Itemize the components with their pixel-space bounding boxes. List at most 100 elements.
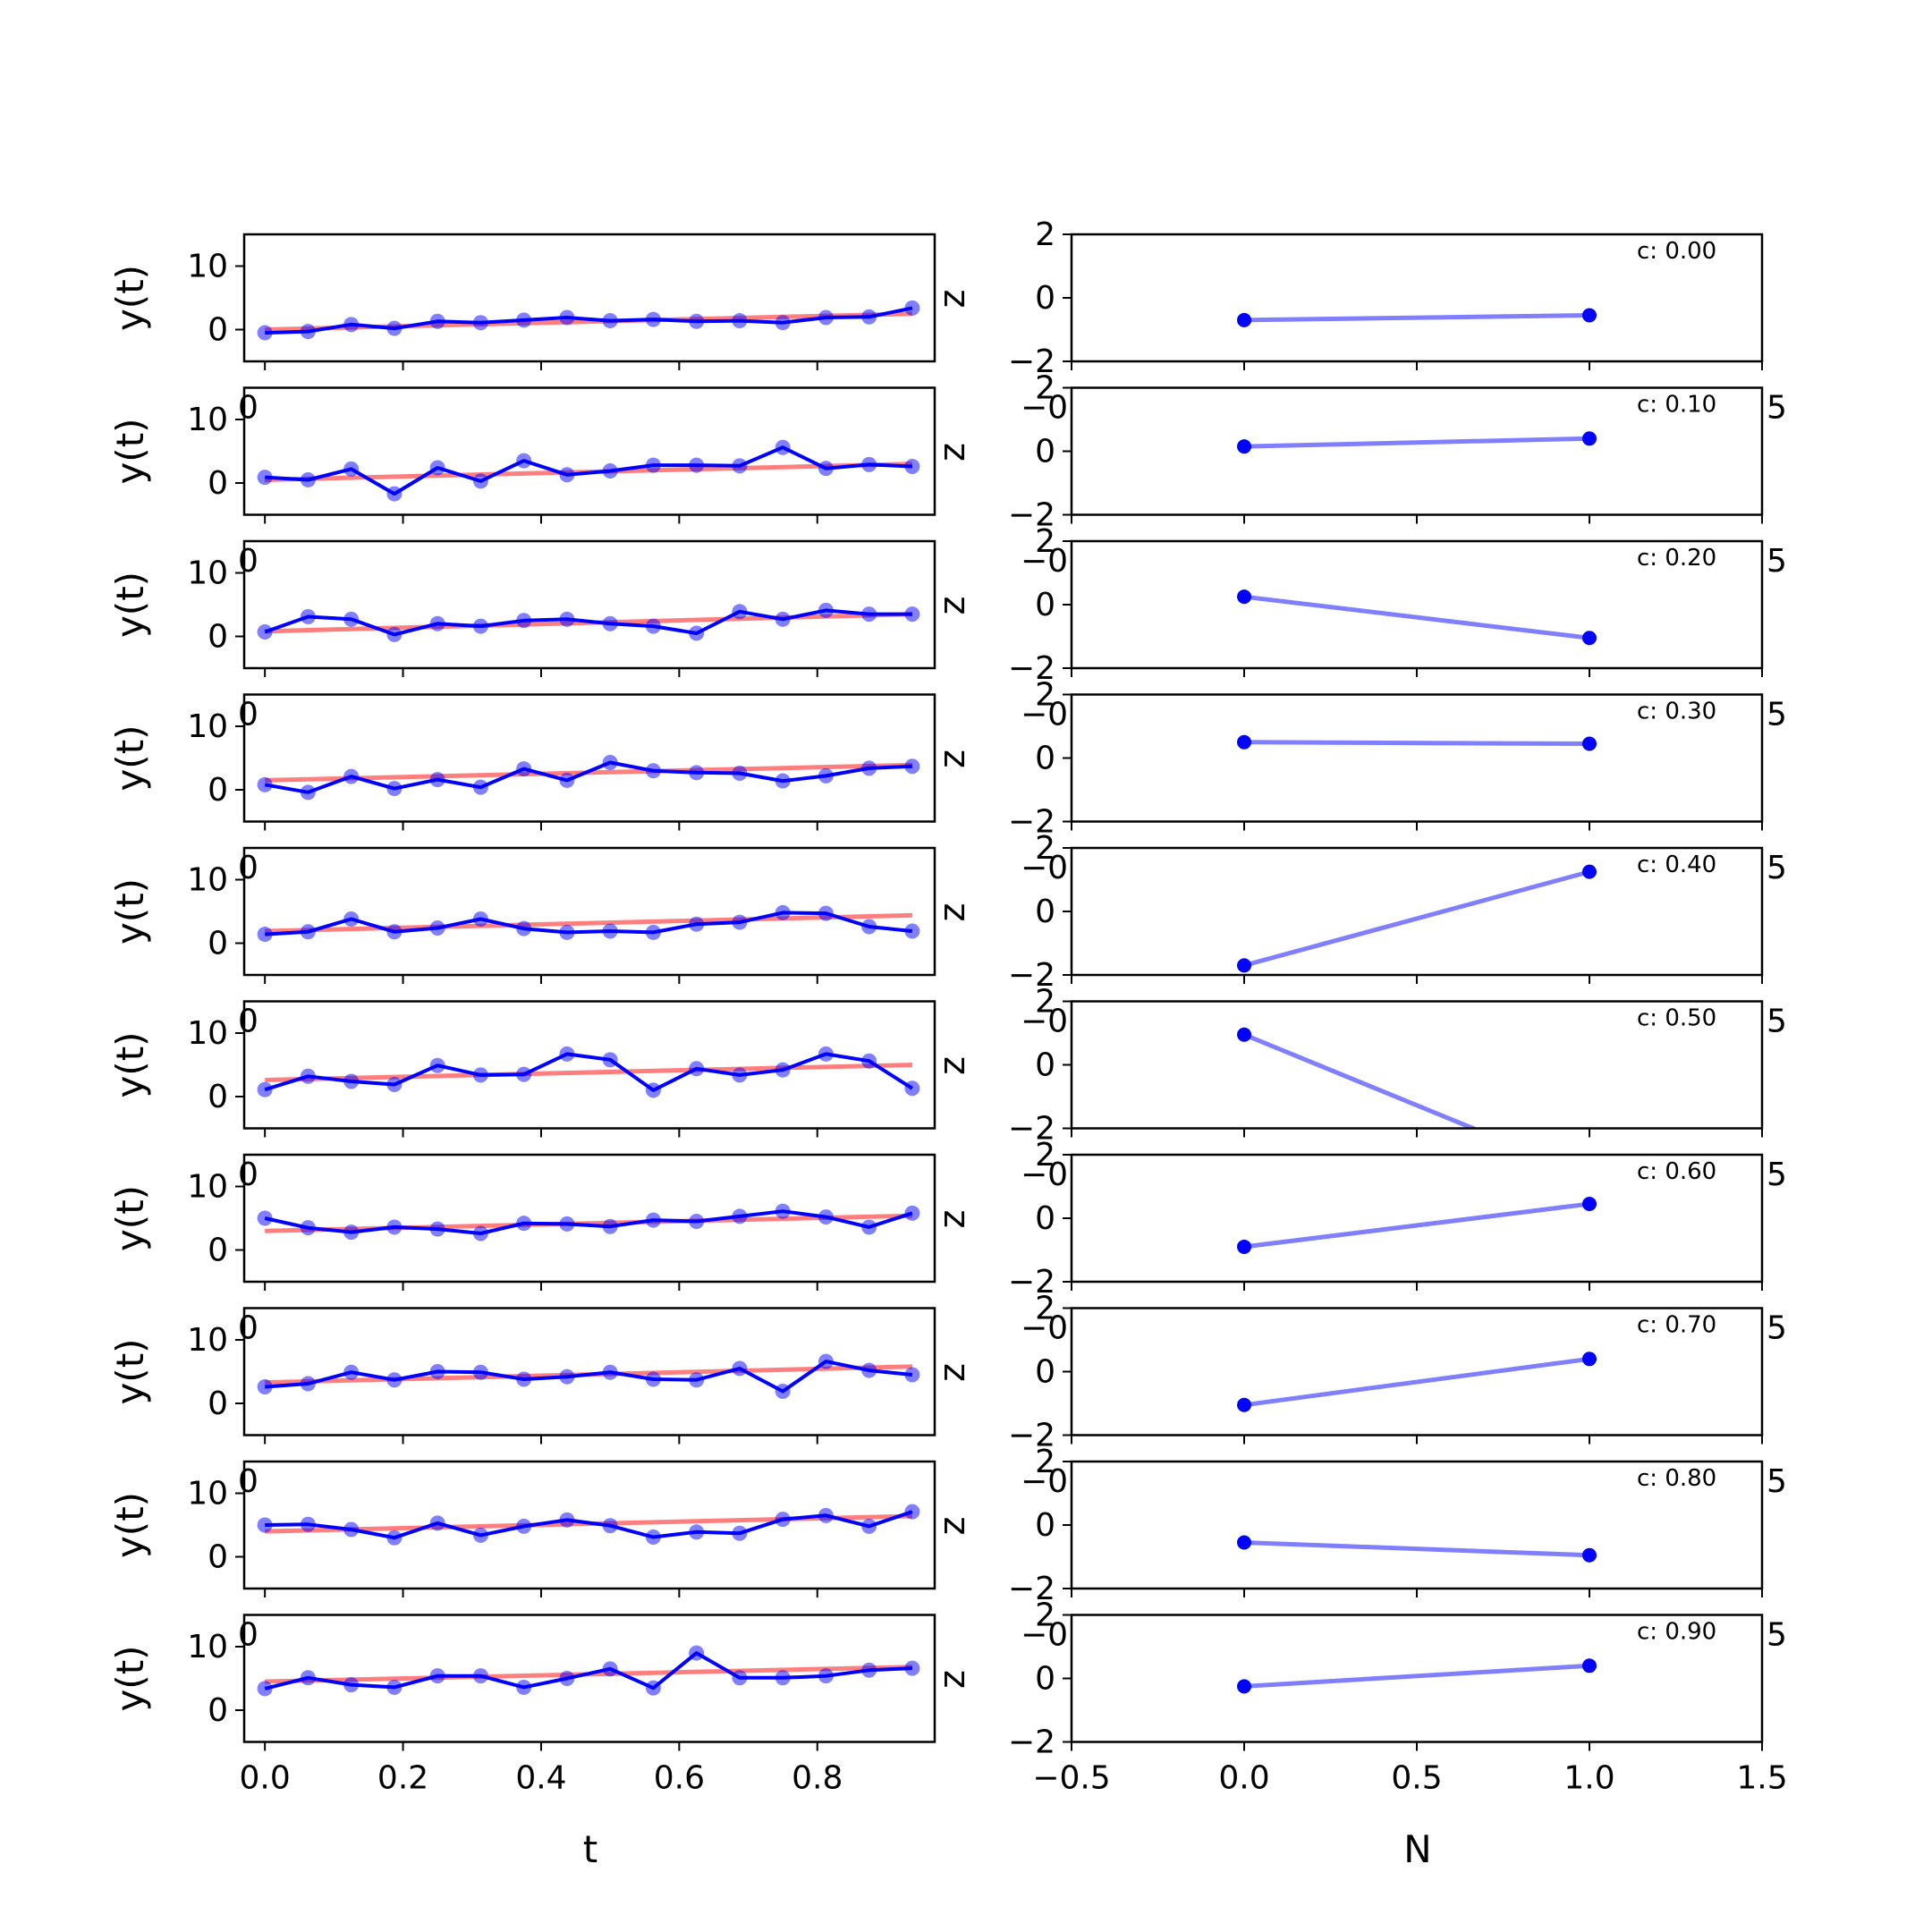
data-point	[429, 1668, 445, 1684]
axes-frame	[242, 233, 936, 363]
right-plot-area	[1237, 308, 1597, 327]
data-point	[645, 1529, 661, 1545]
left-panel-3: 0 0 10 y(t) z	[108, 539, 973, 677]
data-point	[775, 315, 791, 331]
y-tick-label: 2	[1035, 1137, 1055, 1174]
data-point	[818, 309, 834, 326]
y-tick-label: 10	[187, 249, 228, 285]
data-point	[861, 456, 877, 472]
left-plot-area	[257, 1353, 920, 1400]
y-tick-label: 2	[1035, 1597, 1055, 1634]
data-point	[861, 760, 877, 776]
right-y-label-fragment: z	[932, 1363, 973, 1382]
y-tick-label: 10	[187, 1322, 228, 1359]
right-y-label-fragment: z	[932, 903, 973, 922]
left-y-axis-label: y(t)	[108, 265, 152, 331]
data-point	[559, 1512, 575, 1528]
series-line	[1243, 1356, 1590, 1408]
y-tick-label: 2	[1035, 370, 1055, 407]
data-line	[265, 445, 912, 496]
right-panel-5: −0 5 c: 0.40 −2 0 2	[1008, 830, 1787, 994]
right-plot-area	[1237, 1535, 1597, 1563]
y-tick-label: 10	[187, 1015, 228, 1052]
data-point	[300, 608, 316, 624]
data-point	[818, 1046, 834, 1062]
data-point	[775, 1512, 791, 1528]
data-point	[775, 439, 791, 455]
data-line	[264, 760, 912, 794]
overlap-fragment-left: 0	[238, 543, 258, 580]
axes-frame	[242, 1307, 936, 1436]
data-point	[775, 1203, 791, 1219]
y-tick-label: 0	[1035, 434, 1055, 470]
y-tick-label: −2	[1008, 1724, 1055, 1761]
data-point	[689, 1372, 705, 1388]
overlap-fragment-left: 0	[238, 390, 258, 427]
panel-label: c: 0.40	[1637, 852, 1716, 878]
axes-frame	[242, 1460, 936, 1590]
data-point	[904, 1080, 920, 1097]
data-point	[861, 1053, 877, 1069]
y-tick-label: −2	[1008, 804, 1055, 841]
panel-label: c: 0.00	[1637, 238, 1716, 265]
overlap-fragment-right: 5	[1767, 850, 1787, 886]
overlap-fragment-minus: −0	[1021, 1617, 1068, 1654]
data-point	[300, 1220, 316, 1236]
x-tick-label: 0.4	[515, 1760, 566, 1797]
data-point	[300, 324, 316, 340]
series-line	[1243, 740, 1590, 747]
data-point	[645, 1680, 661, 1696]
series-line	[1243, 1663, 1590, 1689]
data-point	[732, 313, 748, 329]
data-point	[429, 1515, 445, 1531]
data-point	[343, 1677, 360, 1693]
data-point	[559, 1671, 575, 1686]
data-point	[602, 615, 618, 631]
data-point	[775, 904, 791, 920]
data-point	[732, 1670, 748, 1686]
data-point	[732, 1525, 748, 1541]
right-plot-area	[1237, 1197, 1597, 1254]
data-point	[645, 311, 661, 327]
data-point	[602, 754, 618, 770]
y-tick-label: 10	[187, 1169, 228, 1206]
left-panel-5: 0 0 10 y(t) z	[108, 846, 973, 984]
left-y-axis-label: y(t)	[108, 1338, 152, 1404]
overlap-fragment-right: 5	[1767, 1617, 1787, 1654]
left-panel-9: 0 0 10 y(t) z	[108, 1460, 973, 1597]
left-panel-7: 0 0 10 y(t) z	[108, 1153, 973, 1291]
right-y-label-fragment: z	[932, 750, 973, 768]
data-point	[429, 1221, 445, 1237]
right-panel-10: −0 5 c: 0.90 −2 0 2 −0.5 0.0 0.5 1.0 1.5	[1008, 1597, 1788, 1797]
data-point	[602, 463, 618, 479]
series-line	[1243, 313, 1590, 323]
right-plot-area	[1237, 431, 1597, 454]
data-point	[516, 920, 532, 936]
data-point	[559, 1368, 575, 1385]
data-point	[861, 919, 877, 935]
data-point	[861, 1219, 877, 1235]
overlap-fragment-minus: −0	[1021, 1157, 1068, 1193]
right-plot-area	[1237, 1027, 1479, 1129]
data-point	[300, 1670, 316, 1686]
data-point	[472, 1364, 488, 1380]
data-point	[775, 773, 791, 789]
x-tick-label: 0.0	[240, 1760, 291, 1797]
data-line	[265, 911, 913, 936]
data-point	[516, 453, 532, 469]
x-tick-label: 0.5	[1391, 1760, 1442, 1797]
data-point	[818, 461, 834, 477]
panel-label: c: 0.20	[1637, 545, 1716, 572]
data-point	[300, 1516, 316, 1532]
left-plot-area	[257, 300, 920, 341]
fit-line	[265, 1213, 912, 1233]
data-point	[645, 1212, 661, 1228]
data-point	[689, 1645, 705, 1661]
data-point	[343, 461, 360, 477]
y-tick-label: −2	[1008, 1264, 1055, 1301]
data-point	[429, 615, 445, 631]
x-tick-label: 0.0	[1218, 1760, 1269, 1797]
axes-frame	[242, 846, 936, 977]
y-tick-label: 0	[1035, 280, 1055, 317]
y-tick-label: −2	[1008, 957, 1055, 994]
